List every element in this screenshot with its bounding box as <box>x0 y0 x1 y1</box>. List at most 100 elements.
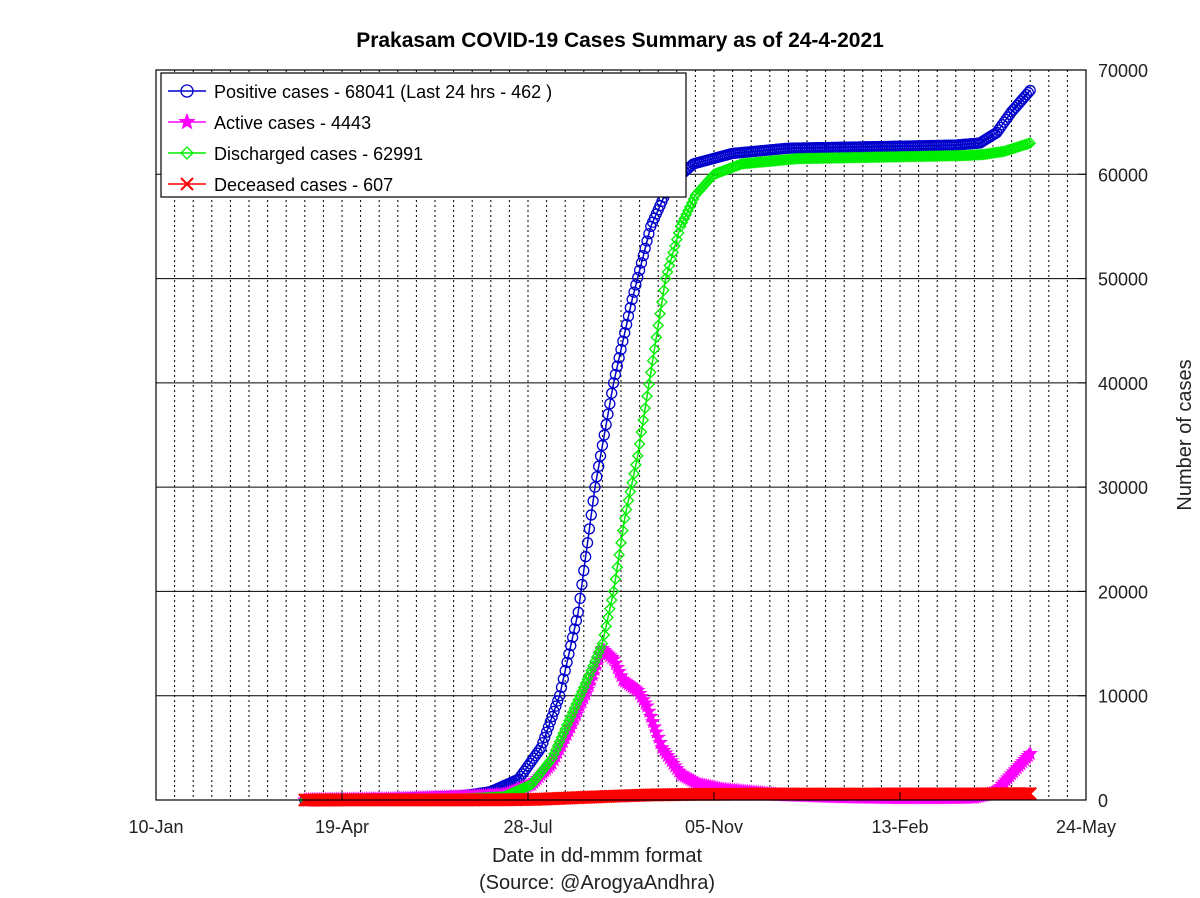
data-point <box>661 266 674 278</box>
data-point <box>553 690 566 702</box>
data-point <box>565 640 577 652</box>
y-tick-label: 40000 <box>1098 374 1148 394</box>
data-point <box>611 360 623 372</box>
data-point <box>683 200 696 213</box>
data-point <box>555 681 568 694</box>
data-point <box>561 718 573 731</box>
data-point <box>598 429 610 441</box>
data-point <box>1022 86 1034 99</box>
data-point <box>635 257 648 269</box>
y-ticks: 0 10000 20000 30000 40000 50000 60000 70000 <box>1078 61 1148 811</box>
data-point <box>622 310 635 322</box>
data-point <box>665 253 678 265</box>
data-point <box>552 695 564 707</box>
data-point <box>583 523 596 535</box>
data-point <box>670 233 683 246</box>
x-tick-label: 24-May <box>1056 817 1116 837</box>
data-point <box>641 235 653 247</box>
data-point <box>604 398 616 410</box>
data-point <box>1018 138 1031 151</box>
data-point <box>570 698 583 710</box>
legend-entry-label: Discharged cases - 62991 <box>214 144 423 164</box>
data-point <box>598 628 611 641</box>
data-point <box>1022 137 1035 150</box>
data-point <box>579 677 592 690</box>
y-axis-label: Number of cases <box>1174 359 1196 510</box>
data-point <box>563 714 575 727</box>
y-tick-label: 0 <box>1098 791 1108 811</box>
data-point <box>657 284 670 297</box>
data-point <box>628 286 640 298</box>
data-point <box>1023 786 1037 801</box>
data-point <box>555 731 568 744</box>
data-point <box>602 408 614 420</box>
data-point <box>546 710 558 723</box>
data-point <box>557 673 569 685</box>
data-point <box>587 495 599 507</box>
data-point <box>630 279 642 291</box>
data-point <box>589 481 601 493</box>
data-point <box>667 246 679 259</box>
data-point <box>542 721 555 733</box>
data-point <box>603 602 616 615</box>
series-group <box>297 84 1038 807</box>
data-point <box>616 524 629 537</box>
data-point <box>1017 786 1032 801</box>
data-point <box>611 561 624 574</box>
data-point <box>618 512 631 525</box>
data-point <box>548 748 560 761</box>
data-point <box>602 611 614 624</box>
data-point <box>561 656 573 668</box>
source-note: (Source: @ArogyaAndhra) <box>479 872 715 894</box>
data-point <box>570 614 583 627</box>
data-point <box>644 366 657 379</box>
data-point <box>596 637 609 650</box>
data-point <box>580 551 592 563</box>
data-point <box>639 242 651 254</box>
data-point <box>553 735 566 748</box>
data-point <box>672 227 685 239</box>
data-point <box>557 727 570 740</box>
series-line <box>304 647 1031 801</box>
data-point <box>682 204 694 217</box>
data-point <box>629 458 642 471</box>
data-point <box>624 485 637 498</box>
data-point <box>648 343 661 355</box>
data-point <box>1022 745 1038 761</box>
data-point <box>1024 84 1036 97</box>
data-point <box>539 731 551 744</box>
data-point <box>523 779 536 792</box>
series-star <box>297 640 1038 807</box>
data-point <box>576 685 588 698</box>
data-point <box>578 564 590 577</box>
data-point <box>607 377 620 389</box>
x-tick-label: 10-Jan <box>128 817 183 837</box>
data-point <box>546 752 559 765</box>
data-point <box>669 240 681 252</box>
x-ticks: 10-Jan 19-Apr 28-Jul 05-Nov 13-Feb 24-May <box>128 792 1116 837</box>
data-point <box>1021 786 1036 801</box>
data-point <box>537 736 549 749</box>
data-point <box>180 146 194 160</box>
data-point <box>624 302 636 314</box>
data-point <box>550 700 562 712</box>
data-point <box>568 702 581 715</box>
data-point <box>678 212 691 225</box>
legend-box <box>160 72 687 198</box>
data-point <box>180 84 194 98</box>
data-point <box>563 648 575 660</box>
y-tick-label: 30000 <box>1098 478 1148 498</box>
data-point <box>654 307 666 320</box>
data-point <box>591 471 603 483</box>
data-point <box>594 450 607 462</box>
legend-entry-label: Deceased cases - 607 <box>214 175 393 195</box>
data-point <box>641 390 653 403</box>
data-point <box>1020 138 1033 151</box>
data-point <box>577 681 590 694</box>
data-point <box>633 264 646 276</box>
data-point <box>680 208 693 221</box>
data-point <box>544 716 556 728</box>
data-point <box>633 438 646 450</box>
x-tick-label: 05-Nov <box>685 817 743 837</box>
